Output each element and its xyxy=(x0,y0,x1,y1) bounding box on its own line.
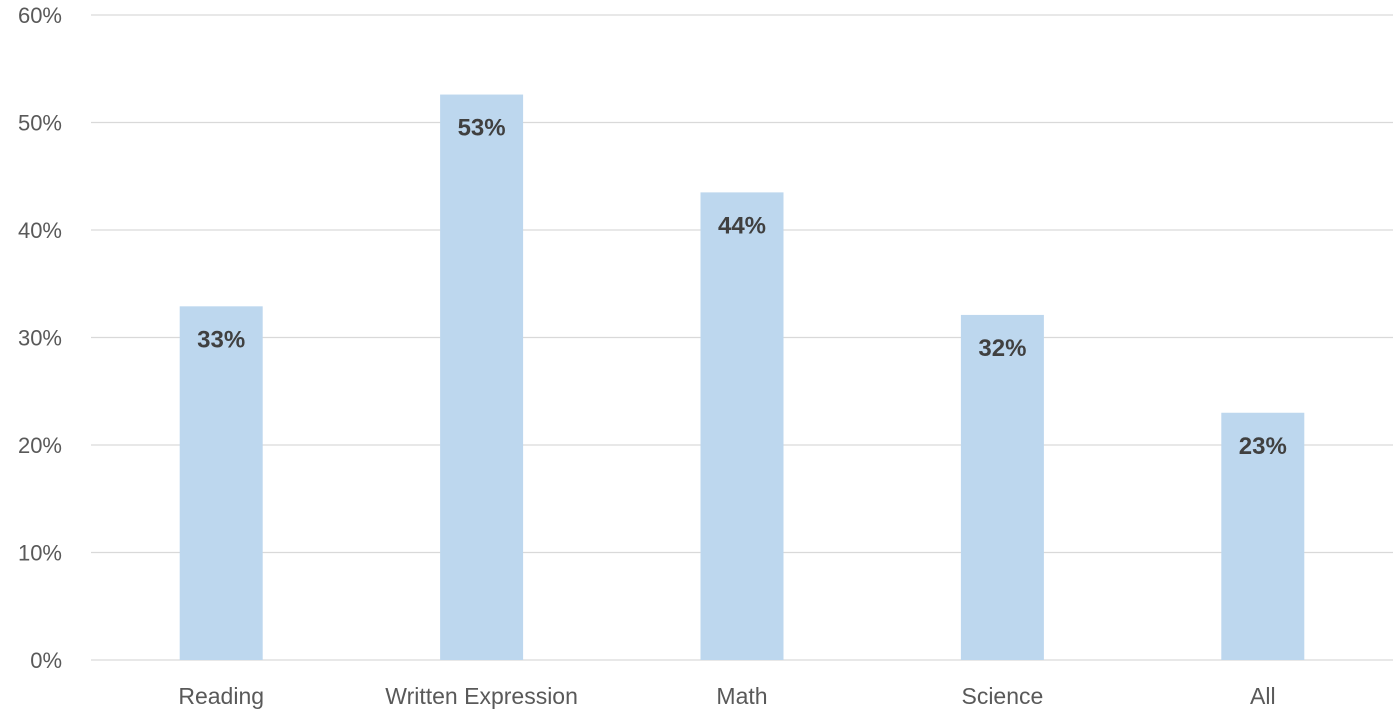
data-label: 23% xyxy=(1239,433,1287,460)
bar-science xyxy=(960,314,1044,660)
x-category-label: Math xyxy=(716,683,767,709)
x-category-label: Written Expression xyxy=(385,683,578,709)
y-tick-label: 60% xyxy=(18,3,62,28)
y-tick-label: 50% xyxy=(18,111,62,136)
y-tick-label: 30% xyxy=(18,326,62,351)
data-label: 33% xyxy=(197,326,245,353)
y-tick-label: 40% xyxy=(18,218,62,243)
bar-reading xyxy=(179,306,263,660)
data-label: 53% xyxy=(458,115,506,142)
y-tick-label: 0% xyxy=(30,648,62,673)
bar-math xyxy=(700,192,784,660)
data-labels: 33% 53% 44% 32% 23% xyxy=(197,115,1287,460)
x-category-label: All xyxy=(1250,683,1276,709)
y-tick-label: 10% xyxy=(18,541,62,566)
data-label: 32% xyxy=(978,335,1026,362)
bar-written-expression xyxy=(440,94,524,661)
x-category-label: Science xyxy=(961,683,1043,709)
x-axis-category-labels: Reading Written Expression Math Science All xyxy=(178,683,1275,709)
data-label: 44% xyxy=(718,212,766,239)
bar-all xyxy=(1221,412,1305,660)
y-axis-tick-labels: 0% 10% 20% 30% 40% 50% 60% xyxy=(18,3,62,673)
y-tick-label: 20% xyxy=(18,433,62,458)
bars xyxy=(179,94,1305,661)
x-category-label: Reading xyxy=(178,683,264,709)
